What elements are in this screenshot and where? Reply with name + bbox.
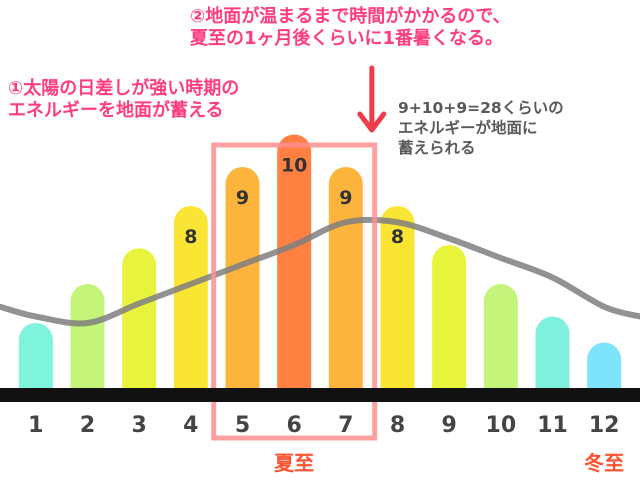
season-label: 夏至 [274, 451, 314, 475]
annotation-line: 夏至の1ヶ月後くらいに1番暑くなる。 [190, 28, 504, 49]
bar-data-label: 8 [391, 226, 404, 248]
bar [122, 248, 157, 388]
annotation-line: エネルギーを地面が蓄える [8, 100, 224, 121]
annotation-line: ①太陽の日差しが強い時期の [8, 78, 240, 99]
arrow-head [357, 111, 387, 133]
annotation-energy-sum: 9+10+9=28くらいの エネルギーが地面に 蓄えられる [398, 98, 564, 158]
bar-data-label: 8 [184, 226, 197, 248]
highlight-box [211, 142, 378, 441]
x-tick-label: 12 [589, 413, 620, 438]
x-tick-label: 4 [183, 413, 198, 438]
temperature-line-group [0, 216, 640, 327]
bar [173, 206, 208, 388]
bar-data-label: 9 [236, 187, 249, 209]
annotation-summer-lag: ②地面が温まるまで時間がかかるので、 夏至の1ヶ月後くらいに1番暑くなる。 [190, 6, 511, 50]
arrow-group [357, 65, 387, 133]
annotation-line: 9+10+9=28くらいの [398, 99, 564, 117]
bar [432, 245, 467, 388]
x-tick-label: 2 [80, 413, 95, 438]
bar-group: 8 9 10 9 8 [18, 134, 622, 388]
x-tick-label: 6 [287, 413, 302, 438]
bar [18, 323, 53, 388]
bar [70, 284, 105, 388]
x-tick-label: 5 [235, 413, 250, 438]
x-tick-label: 1 [28, 413, 43, 438]
x-tick-label: 10 [486, 413, 517, 438]
x-tick-label: 3 [132, 413, 147, 438]
bar-data-label: 9 [339, 187, 352, 209]
bar [380, 206, 415, 388]
bar [587, 342, 622, 388]
annotation-line: ②地面が温まるまで時間がかかるので、 [190, 6, 511, 27]
bar [225, 167, 260, 388]
annotation-line: 蓄えられる [398, 139, 476, 157]
bar-data-label: 10 [281, 155, 307, 177]
bar [535, 316, 570, 388]
bar [483, 284, 518, 388]
temperature-line [0, 216, 640, 327]
x-tick-label: 7 [338, 413, 353, 438]
x-tick-label: 11 [537, 413, 568, 438]
annotation-strong-sun: ①太陽の日差しが強い時期の エネルギーを地面が蓄える [8, 78, 239, 122]
x-axis-baseline [0, 388, 640, 402]
highlight-group [211, 142, 378, 441]
season-label: 冬至 [584, 451, 624, 475]
annotation-line: エネルギーが地面に [398, 119, 538, 137]
x-tick-label: 9 [442, 413, 457, 438]
x-tick-label: 8 [390, 413, 405, 438]
bar [277, 134, 312, 388]
